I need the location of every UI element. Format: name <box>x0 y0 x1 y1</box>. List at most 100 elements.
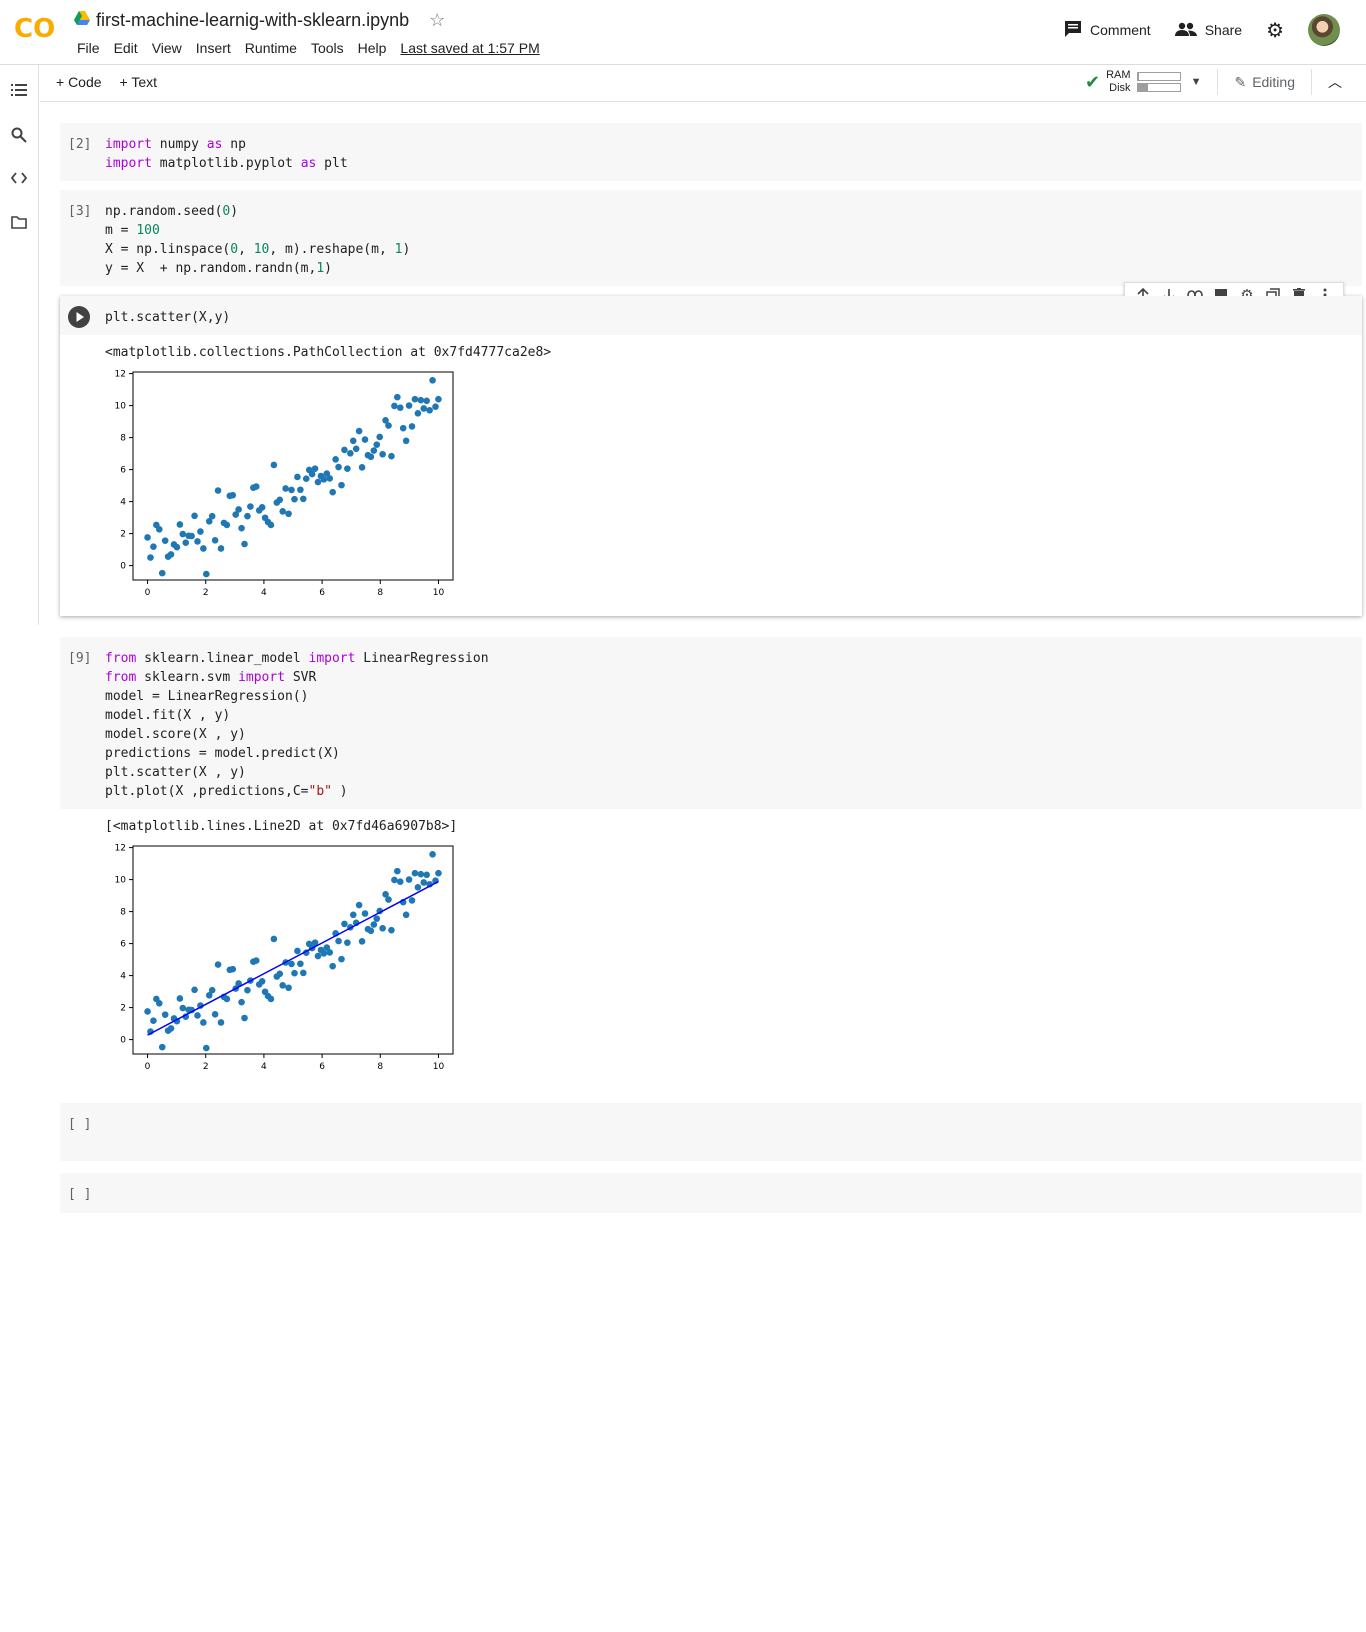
settings-gear-icon[interactable]: ⚙ <box>1266 19 1284 42</box>
data-point <box>299 969 307 977</box>
focused-code-cell[interactable]: ⚙ plt.scatter(X,y) <matplotlib.collectio… <box>60 282 1362 616</box>
code-cell[interactable]: [9] from sklearn.linear_model import Lin… <box>60 637 1362 1082</box>
code-line: X = np.linspace(0, 10, m).reshape(m, 1) <box>105 240 1362 259</box>
connected-check-icon: ✔ <box>1085 71 1101 92</box>
share-label: Share <box>1204 22 1243 38</box>
data-point <box>361 910 369 917</box>
code-editor[interactable]: [9] from sklearn.linear_model import Lin… <box>60 637 1362 809</box>
pencil-icon: ✎ <box>1234 73 1247 90</box>
files-folder-icon[interactable] <box>11 215 27 234</box>
code-editor[interactable]: plt.scatter(X,y) <box>60 296 1362 335</box>
code-editor[interactable]: [2] import numpy as np import matplotlib.… <box>60 123 1362 181</box>
dropdown-arrow-icon[interactable]: ▼ <box>1190 76 1202 88</box>
data-point <box>311 465 319 472</box>
data-point <box>285 510 292 518</box>
data-point <box>200 545 207 552</box>
data-point <box>238 998 245 1006</box>
x-tick-label: 2 <box>203 588 209 598</box>
data-point <box>429 851 436 858</box>
colab-logo[interactable]: CO <box>14 14 56 47</box>
x-tick-label: 6 <box>319 1062 325 1072</box>
menu-view[interactable]: View <box>151 40 182 56</box>
data-point <box>405 876 413 883</box>
menu-runtime[interactable]: Runtime <box>244 40 297 56</box>
comment-button[interactable]: Comment <box>1064 20 1151 41</box>
data-point <box>358 938 366 945</box>
data-point <box>191 986 198 994</box>
data-point <box>291 495 298 503</box>
data-point <box>194 538 201 545</box>
code-lines: np.random.seed(0) m = 100 X = np.linspace(… <box>105 202 1362 278</box>
user-avatar[interactable] <box>1308 14 1340 46</box>
notebook-title[interactable]: first-machine-learnig-with-sklearn.ipynb <box>96 10 410 30</box>
data-point <box>229 965 237 973</box>
data-point <box>214 961 222 968</box>
code-token: ) <box>324 261 332 276</box>
data-point <box>223 995 231 1003</box>
data-point <box>379 924 386 932</box>
disk-label: Disk <box>1109 82 1131 94</box>
data-point <box>167 1025 175 1032</box>
ram-bar <box>1136 72 1181 81</box>
data-point <box>311 939 319 946</box>
data-point <box>279 508 287 515</box>
run-cell-play-icon[interactable] <box>68 306 90 328</box>
table-of-contents-icon[interactable] <box>11 83 27 102</box>
data-point <box>217 1019 225 1026</box>
data-point <box>211 1011 219 1018</box>
editing-mode-button[interactable]: ✎ Editing <box>1217 69 1312 95</box>
menu-insert[interactable]: Insert <box>195 40 231 56</box>
share-button[interactable]: Share <box>1174 22 1243 39</box>
code-token: plt.scatter(X , y) <box>105 765 246 780</box>
code-line: plt.scatter(X,y) <box>105 308 1362 327</box>
code-editor[interactable]: [3] np.random.seed(0) m = 100 X = np.linsp… <box>60 190 1362 286</box>
menu-edit[interactable]: Edit <box>113 40 138 56</box>
data-point <box>205 517 213 525</box>
app-header: CO first-machine-learnig-with-sklearn.ip… <box>0 0 1366 65</box>
resource-indicator[interactable]: ✔ RAM Disk <box>1085 69 1181 95</box>
data-point <box>335 937 342 945</box>
data-point <box>402 437 410 445</box>
code-lines: import numpy as np import matplotlib.pypl… <box>105 135 1362 173</box>
code-editor[interactable]: [ ] <box>60 1103 1362 1161</box>
add-code-button[interactable]: + Code <box>56 74 102 90</box>
code-snippets-icon[interactable] <box>10 171 28 190</box>
data-point <box>341 920 348 928</box>
data-point <box>252 957 260 964</box>
menu-file[interactable]: File <box>77 40 100 56</box>
menu-tools[interactable]: Tools <box>310 40 344 56</box>
empty-code-cell[interactable]: [ ] <box>60 1103 1362 1161</box>
data-point <box>376 433 383 441</box>
data-point <box>276 496 284 504</box>
data-point <box>214 487 222 494</box>
last-saved-link[interactable]: Last saved at 1:57 PM <box>400 40 540 56</box>
star-icon[interactable]: ☆ <box>429 10 446 30</box>
code-token: np <box>222 137 246 152</box>
code-number: 10 <box>253 242 270 257</box>
code-token: plt <box>316 156 348 171</box>
code-token: predictions = model.predict(X) <box>105 746 340 761</box>
code-cell[interactable]: [2] import numpy as np import matplotlib.… <box>60 123 1362 181</box>
x-tick-label: 2 <box>203 1062 209 1072</box>
output-repr-text: [<matplotlib.lines.Line2D at 0x7fd46a690… <box>105 819 458 834</box>
data-point <box>150 543 157 551</box>
search-icon[interactable] <box>11 127 27 148</box>
data-point <box>329 488 336 496</box>
scatter-plot: 0 2 4 6 8 10 0 2 4 6 8 10 12 <box>115 370 454 598</box>
data-point <box>379 450 386 458</box>
data-point <box>285 984 292 992</box>
code-token: X = np.linspace( <box>105 242 231 257</box>
collapse-chevron-up-icon[interactable]: ︿ <box>1328 74 1342 90</box>
add-text-button[interactable]: + Text <box>119 74 158 90</box>
data-point <box>294 947 301 955</box>
y-tick-label: 12 <box>115 844 126 854</box>
code-token: model = LinearRegression() <box>105 689 309 704</box>
data-point <box>155 999 163 1007</box>
code-editor[interactable]: [ ] <box>60 1173 1362 1213</box>
empty-code-cell[interactable]: [ ] <box>60 1173 1362 1213</box>
data-point <box>203 1044 210 1052</box>
data-point <box>347 449 354 457</box>
menu-help[interactable]: Help <box>357 40 387 56</box>
code-line: predictions = model.predict(X) <box>105 744 1362 763</box>
code-cell[interactable]: [3] np.random.seed(0) m = 100 X = np.linsp… <box>60 190 1362 286</box>
